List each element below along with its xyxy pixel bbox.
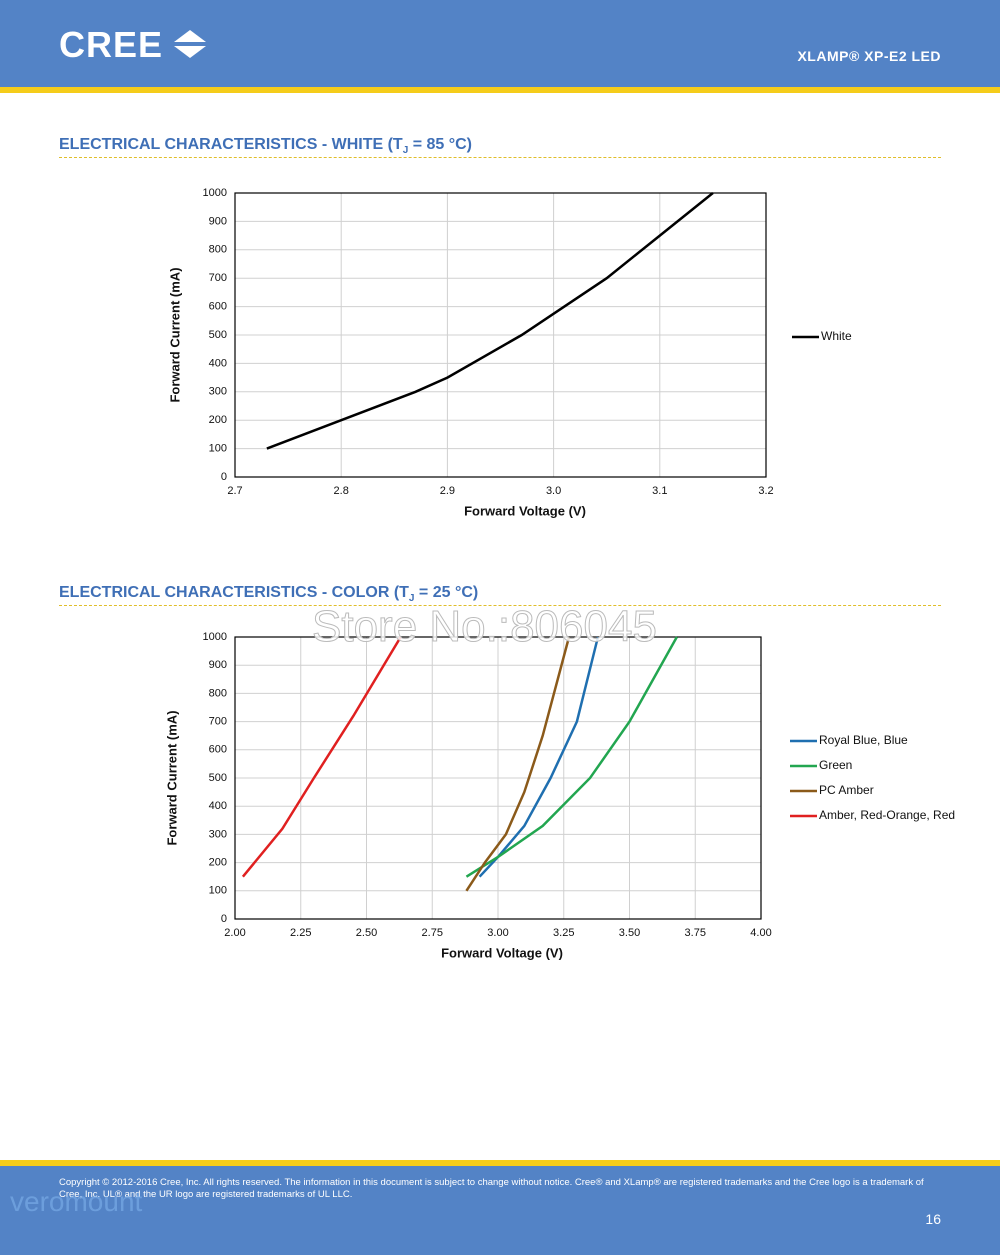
y-tick-label: 400	[209, 800, 227, 812]
legend-label: White	[821, 329, 852, 343]
y-axis-label: Forward Current (mA)	[167, 267, 182, 402]
y-tick-label: 600	[209, 301, 227, 313]
x-tick-label: 3.00	[487, 927, 508, 939]
y-tick-label: 200	[209, 414, 227, 426]
data-line	[478, 636, 600, 878]
data-line	[465, 636, 678, 878]
x-tick-label: 2.9	[440, 485, 455, 497]
data-line	[465, 636, 571, 892]
logo-icon	[174, 30, 206, 58]
x-tick-label: 3.25	[553, 927, 574, 939]
y-tick-label: 1000	[203, 631, 227, 643]
y-tick-label: 400	[209, 357, 227, 369]
x-tick-label: 2.75	[422, 927, 443, 939]
x-tick-label: 4.00	[750, 927, 771, 939]
x-axis-label: Forward Voltage (V)	[464, 503, 586, 518]
y-tick-label: 700	[209, 272, 227, 284]
legend-label: PC Amber	[819, 783, 874, 797]
x-tick-label: 2.8	[334, 485, 349, 497]
x-tick-label: 2.25	[290, 927, 311, 939]
section-title: ELECTRICAL CHARACTERISTICS - WHITE (TJ =…	[59, 136, 473, 157]
legend-label: Royal Blue, Blue	[819, 733, 908, 747]
y-tick-label: 600	[209, 744, 227, 756]
y-tick-label: 500	[209, 329, 227, 341]
y-tick-label: 0	[221, 913, 227, 925]
divider	[59, 157, 941, 158]
y-tick-label: 700	[209, 716, 227, 728]
y-tick-label: 100	[209, 885, 227, 897]
x-tick-label: 3.0	[546, 485, 561, 497]
copyright: Copyright © 2012-2016 Cree, Inc. All rig…	[59, 1177, 924, 1200]
chart: 0 100 200 300 400 500 600 700 800 900 1000 2.00 2.25…	[164, 631, 955, 961]
x-tick-label: 3.2	[758, 485, 773, 497]
y-tick-label: 900	[209, 215, 227, 227]
x-tick-label: 2.7	[227, 485, 242, 497]
page-number: 16	[925, 1211, 941, 1227]
divider	[59, 605, 941, 606]
y-tick-label: 500	[209, 772, 227, 784]
header-stripe	[0, 87, 1000, 93]
y-tick-label: 1000	[203, 187, 227, 199]
x-tick-label: 2.00	[224, 927, 245, 939]
y-tick-label: 800	[209, 687, 227, 699]
data-line	[241, 636, 402, 878]
y-tick-label: 900	[209, 659, 227, 671]
section-title: ELECTRICAL CHARACTERISTICS - COLOR (TJ =…	[59, 584, 479, 605]
y-tick-label: 0	[221, 471, 227, 483]
watermark: veromount	[10, 1186, 143, 1217]
footer-band	[0, 1166, 1000, 1255]
y-tick-label: 200	[209, 857, 227, 869]
y-tick-label: 800	[209, 244, 227, 256]
x-tick-label: 3.75	[685, 927, 706, 939]
y-axis-label: Forward Current (mA)	[164, 710, 179, 845]
x-tick-label: 2.50	[356, 927, 377, 939]
legend-label: Green	[819, 758, 852, 772]
chart: 0 100 200 300 400 500 600 700 800 900 1000 2.7 2.8 2.…	[167, 187, 852, 519]
x-axis-label: Forward Voltage (V)	[441, 945, 563, 960]
y-tick-label: 100	[209, 443, 227, 455]
legend-label: Amber, Red-Orange, Red	[819, 808, 955, 822]
header-band	[0, 0, 1000, 87]
x-tick-label: 3.1	[652, 485, 667, 497]
logo: CREE	[59, 24, 164, 65]
plot-frame	[234, 192, 767, 478]
footer-stripe	[0, 1160, 1000, 1166]
y-tick-label: 300	[209, 828, 227, 840]
plot-frame	[234, 636, 762, 920]
product-name: XLAMP® XP-E2 LED	[797, 48, 941, 64]
y-tick-label: 300	[209, 386, 227, 398]
data-line	[266, 192, 714, 450]
x-tick-label: 3.50	[619, 927, 640, 939]
watermark: Store No.:806045	[312, 602, 658, 652]
